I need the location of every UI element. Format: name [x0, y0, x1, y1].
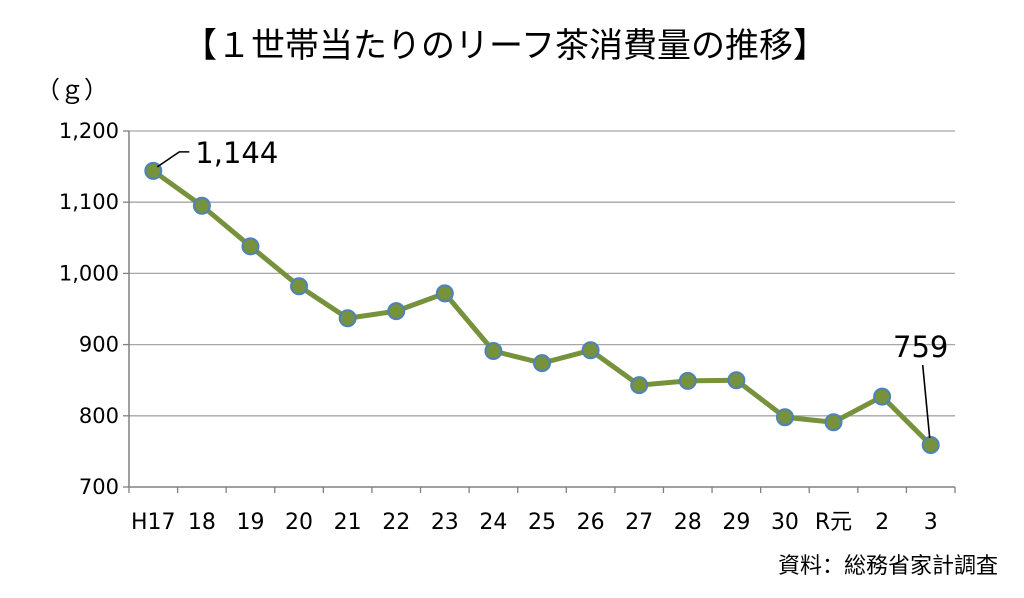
- x-tick-label: 2: [875, 510, 889, 535]
- callout-leader: [156, 151, 190, 168]
- data-point: [387, 302, 406, 321]
- data-point: [727, 371, 746, 390]
- x-tick-label: 30: [771, 510, 799, 535]
- gridlines: [129, 130, 955, 417]
- series-polyline: [150, 168, 934, 448]
- data-point: [678, 371, 697, 390]
- x-tick-label: H17: [131, 510, 176, 535]
- y-tick-label: 700: [79, 475, 119, 499]
- data-point: [484, 342, 503, 361]
- y-axis-ticks: 700 800 900 1,000 1,100 1,200: [59, 119, 129, 499]
- data-point: [630, 376, 649, 395]
- axes: [128, 131, 955, 488]
- x-tick-label: R元: [815, 510, 852, 535]
- series-line: [150, 168, 934, 448]
- data-point: [581, 341, 600, 360]
- data-label: 1,144: [195, 136, 278, 170]
- x-tick-label: 24: [479, 510, 507, 535]
- y-axis-unit-label: （ｇ）: [36, 76, 108, 104]
- data-point: [775, 408, 794, 427]
- data-point: [533, 354, 551, 373]
- x-tick-label: 18: [188, 510, 216, 535]
- x-tick-label: 22: [382, 510, 410, 535]
- x-tick-label: 29: [722, 510, 750, 535]
- data-point: [241, 237, 260, 256]
- x-tick-label: 19: [236, 510, 264, 535]
- x-tick-label: 20: [285, 510, 313, 535]
- x-tick-label: 25: [528, 510, 556, 535]
- y-tick-label: 900: [79, 333, 119, 357]
- data-point: [824, 413, 843, 432]
- y-tick-label: 800: [79, 404, 119, 428]
- source-note: 資料：総務省家計調査: [778, 554, 998, 579]
- data-point: [338, 309, 357, 328]
- x-tick-label: 21: [334, 510, 362, 535]
- callouts: 1,144 759: [156, 136, 948, 439]
- data-point: [192, 196, 211, 215]
- x-tick-label: 3: [924, 510, 938, 535]
- y-tick-label: 1,100: [59, 190, 119, 214]
- x-tick-label: 28: [674, 510, 702, 535]
- x-tick-label: 23: [431, 510, 459, 535]
- x-tick-label: 26: [577, 510, 605, 535]
- data-point: [873, 387, 892, 406]
- chart-title: 【１世帯当たりのリーフ茶消費量の推移】: [183, 26, 827, 66]
- x-tick-label: 27: [625, 510, 653, 535]
- y-tick-label: 1,200: [59, 119, 119, 143]
- data-point: [921, 435, 940, 454]
- series-markers: [144, 161, 940, 454]
- data-point: [435, 284, 454, 303]
- callout-leader: [921, 364, 931, 439]
- data-point: [290, 277, 309, 296]
- y-tick-label: 1,000: [59, 261, 119, 285]
- data-label: 759: [893, 330, 948, 364]
- x-axis-ticks: H17 18 19 20 21 22 23 24 25 26 27 28 29 30 R元 2 3: [128, 487, 956, 535]
